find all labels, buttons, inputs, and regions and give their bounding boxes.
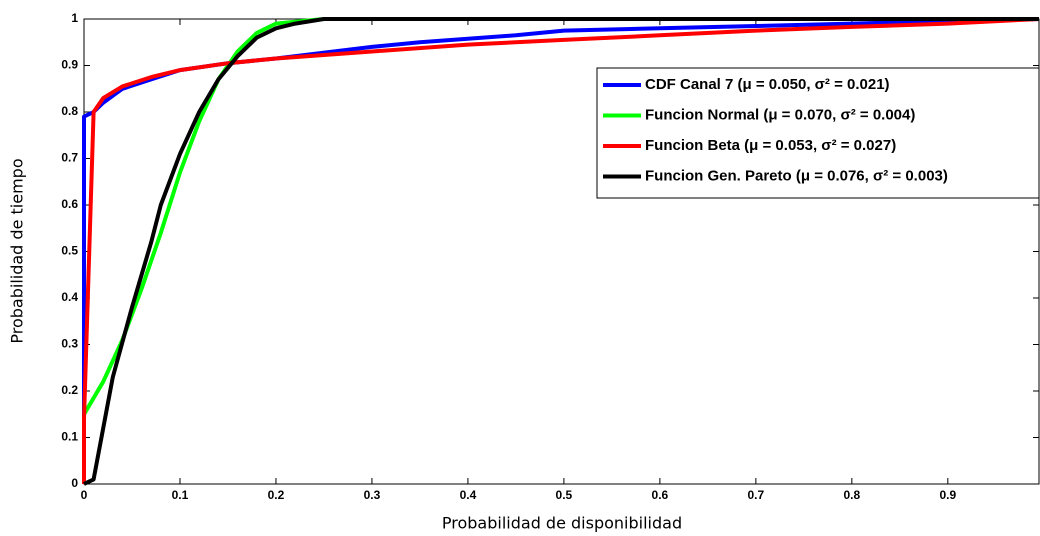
x-tick-label: 0.5 — [556, 488, 573, 502]
series-line — [83, 17, 1039, 486]
y-tick-label: 0.9 — [61, 58, 78, 72]
x-axis-label: Probabilidad de disponibilidad — [442, 514, 682, 533]
legend-label: Funcion Beta (μ = 0.053, σ² = 0.027) — [645, 137, 896, 154]
y-tick-label: 0.6 — [61, 197, 78, 211]
legend-label: Funcion Gen. Pareto (μ = 0.076, σ² = 0.0… — [645, 167, 948, 184]
x-tick-label: 0.7 — [748, 488, 765, 502]
y-tick-label: 0 — [71, 476, 78, 490]
series-line — [82, 17, 1040, 484]
y-tick-label: 0.2 — [61, 383, 78, 397]
legend-label: CDF Canal 7 (μ = 0.050, σ² = 0.021) — [645, 76, 890, 93]
legend-label: Funcion Normal (μ = 0.070, σ² = 0.004) — [645, 106, 915, 123]
y-tick-label: 0.1 — [61, 430, 78, 444]
y-tick-label: 0.4 — [61, 290, 78, 304]
x-tick-label: 0.3 — [364, 488, 381, 502]
y-tick-label: 0.5 — [61, 244, 78, 258]
series-line — [82, 17, 1040, 484]
x-tick-label: 0.1 — [172, 488, 189, 502]
x-tick-label: 0.6 — [652, 488, 669, 502]
x-tick-label: 0.9 — [939, 488, 956, 502]
y-tick-label: 1 — [71, 11, 78, 25]
y-tick-label: 0.3 — [61, 337, 78, 351]
x-tick-label: 0.8 — [843, 488, 860, 502]
y-tick-label: 0.7 — [61, 151, 78, 165]
legend: CDF Canal 7 (μ = 0.050, σ² = 0.021) Funci… — [596, 67, 1040, 199]
x-tick-label: 0.2 — [268, 488, 285, 502]
y-axis-label: Probabilidad de tiempo — [8, 158, 27, 343]
legend-box — [596, 67, 1040, 199]
y-tick-label: 0.8 — [61, 104, 78, 118]
x-tick-label: 0.4 — [460, 488, 477, 502]
x-tick-label: 0 — [81, 488, 88, 502]
